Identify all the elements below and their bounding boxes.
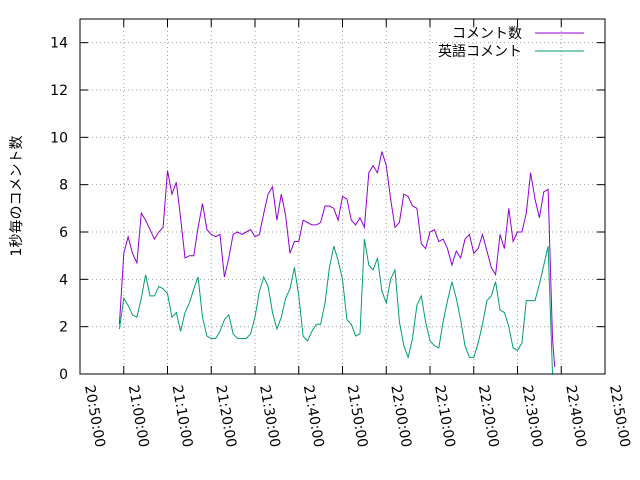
x-tick-label: 22:20:00 (475, 384, 502, 449)
y-tick-label: 0 (59, 367, 68, 383)
x-tick-label: 22:50:00 (606, 384, 633, 449)
y-axis-label: 1秒毎のコメント数 (9, 136, 25, 257)
series-line-2 (118, 239, 553, 375)
y-tick-label: 12 (50, 83, 68, 99)
x-tick-label: 21:10:00 (169, 384, 196, 449)
legend-label: 英語コメント (438, 43, 522, 60)
x-tick-label: 22:40:00 (562, 384, 589, 449)
x-tick-label: 21:50:00 (344, 384, 371, 449)
x-tick-label: 22:00:00 (387, 384, 414, 449)
y-tick-label: 4 (59, 272, 68, 288)
x-tick-label: 21:30:00 (256, 384, 283, 449)
legend-label: コメント数 (452, 26, 522, 42)
x-tick-label: 22:30:00 (519, 384, 546, 449)
x-tick-label: 22:10:00 (431, 384, 458, 449)
x-tick-label: 20:50:00 (81, 384, 108, 449)
y-tick-label: 10 (50, 130, 68, 146)
y-tick-label: 14 (50, 36, 68, 52)
y-tick-label: 2 (59, 320, 68, 336)
x-tick-label: 21:40:00 (300, 384, 327, 449)
tick-layer: 0 2 4 6 8 10 12 14 20:50:00 21:00:00 21:10:00 21:20… (50, 19, 633, 449)
x-tick-label: 21:00:00 (125, 384, 152, 449)
x-tick-label: 21:20:00 (212, 384, 239, 449)
series-line-1 (118, 151, 556, 367)
series-layer (118, 151, 556, 375)
y-tick-label: 8 (59, 178, 68, 194)
y-tick-label: 6 (59, 225, 68, 241)
